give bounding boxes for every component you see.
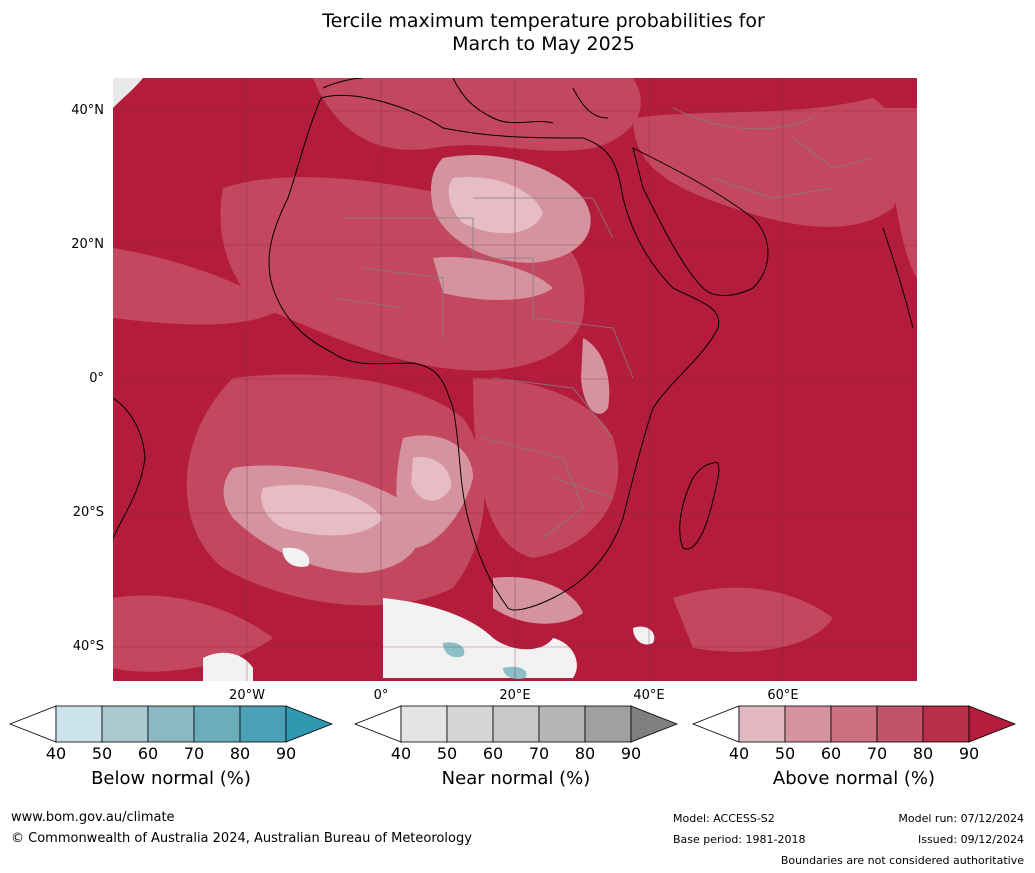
colorbar-segment: [147, 705, 195, 743]
colorbar-tick-label: 90: [275, 744, 297, 763]
footer-copyright: © Commonwealth of Australia 2024, Austra…: [11, 831, 472, 846]
footer-issued: Issued: 09/12/2024: [917, 833, 1024, 846]
colorbar-below-normal-svg: [8, 705, 334, 743]
colorbar-segment: [738, 705, 786, 743]
colorbar-above-normal: [691, 705, 1017, 743]
colorbar-extend-low: [691, 705, 740, 743]
lon-label-20w: 20°W: [229, 688, 265, 703]
colorbar-tick-label: 40: [45, 744, 67, 763]
colorbar-segment: [876, 705, 924, 743]
colorbar-tick-label: 80: [229, 744, 251, 763]
colorbar-tick-label: 90: [620, 744, 642, 763]
lon-label-20e: 20°E: [499, 688, 531, 703]
colorbar-extend-high: [630, 705, 679, 743]
colorbar-segment: [538, 705, 586, 743]
colorbar-segment: [239, 705, 287, 743]
lon-label-0: 0°: [373, 688, 389, 703]
footer-website: www.bom.gov.au/climate: [11, 810, 175, 825]
colorbar-near-normal: [353, 705, 679, 743]
colorbar-tick-label: 40: [728, 744, 750, 763]
colorbar-extend-high: [968, 705, 1017, 743]
colorbar-below-normal-label: Below normal (%): [91, 768, 251, 789]
colorbar-tick-label: 40: [390, 744, 412, 763]
colorbar-segment: [922, 705, 970, 743]
colorbar-segment: [400, 705, 448, 743]
title-line-1: Tercile maximum temperature probabilitie…: [322, 10, 765, 32]
probability-map: [113, 78, 917, 681]
colorbar-tick-label: 60: [820, 744, 842, 763]
colorbar-tick-label: 80: [912, 744, 934, 763]
colorbar-below-normal: [8, 705, 334, 743]
colorbar-near-normal-label: Near normal (%): [441, 768, 591, 789]
map-title: Tercile maximum temperature probabilitie…: [0, 10, 1035, 56]
map-svg: [113, 78, 917, 681]
colorbar-tick-label: 80: [574, 744, 596, 763]
colorbar-segment: [784, 705, 832, 743]
colorbar-segment: [101, 705, 149, 743]
colorbar-tick-label: 60: [482, 744, 504, 763]
colorbar-extend-low: [8, 705, 57, 743]
colorbar-above-normal-svg: [691, 705, 1017, 743]
colorbar-segment: [446, 705, 494, 743]
colorbar-tick-label: 70: [866, 744, 888, 763]
colorbar-tick-label: 90: [958, 744, 980, 763]
colorbar-tick-label: 70: [528, 744, 550, 763]
colorbar-near-normal-svg: [353, 705, 679, 743]
lat-label-equator: 0°: [89, 371, 104, 386]
lat-label-40n: 40°N: [71, 103, 104, 118]
title-line-2: March to May 2025: [452, 33, 635, 55]
colorbar-extend-low: [353, 705, 402, 743]
colorbar-tick-label: 50: [436, 744, 458, 763]
lon-label-60e: 60°E: [767, 688, 799, 703]
footer-disclaimer: Boundaries are not considered authoritat…: [780, 854, 1024, 867]
colorbar-segment: [830, 705, 878, 743]
lon-label-40e: 40°E: [633, 688, 665, 703]
footer-base-period: Base period: 1981-2018: [673, 833, 806, 846]
colorbar-tick-label: 50: [91, 744, 113, 763]
colorbar-tick-label: 60: [137, 744, 159, 763]
colorbar-above-normal-label: Above normal (%): [772, 768, 936, 789]
colorbar-segment: [584, 705, 632, 743]
footer-model: Model: ACCESS-S2: [673, 812, 775, 825]
colorbar-tick-label: 70: [183, 744, 205, 763]
colorbar-segment: [55, 705, 103, 743]
lat-label-40s: 40°S: [72, 639, 104, 654]
colorbar-segment: [492, 705, 540, 743]
lat-label-20s: 20°S: [72, 505, 104, 520]
colorbar-extend-high: [285, 705, 334, 743]
colorbar-segment: [193, 705, 241, 743]
lat-label-20n: 20°N: [71, 237, 104, 252]
footer-model-run: Model run: 07/12/2024: [898, 812, 1024, 825]
colorbar-tick-label: 50: [774, 744, 796, 763]
